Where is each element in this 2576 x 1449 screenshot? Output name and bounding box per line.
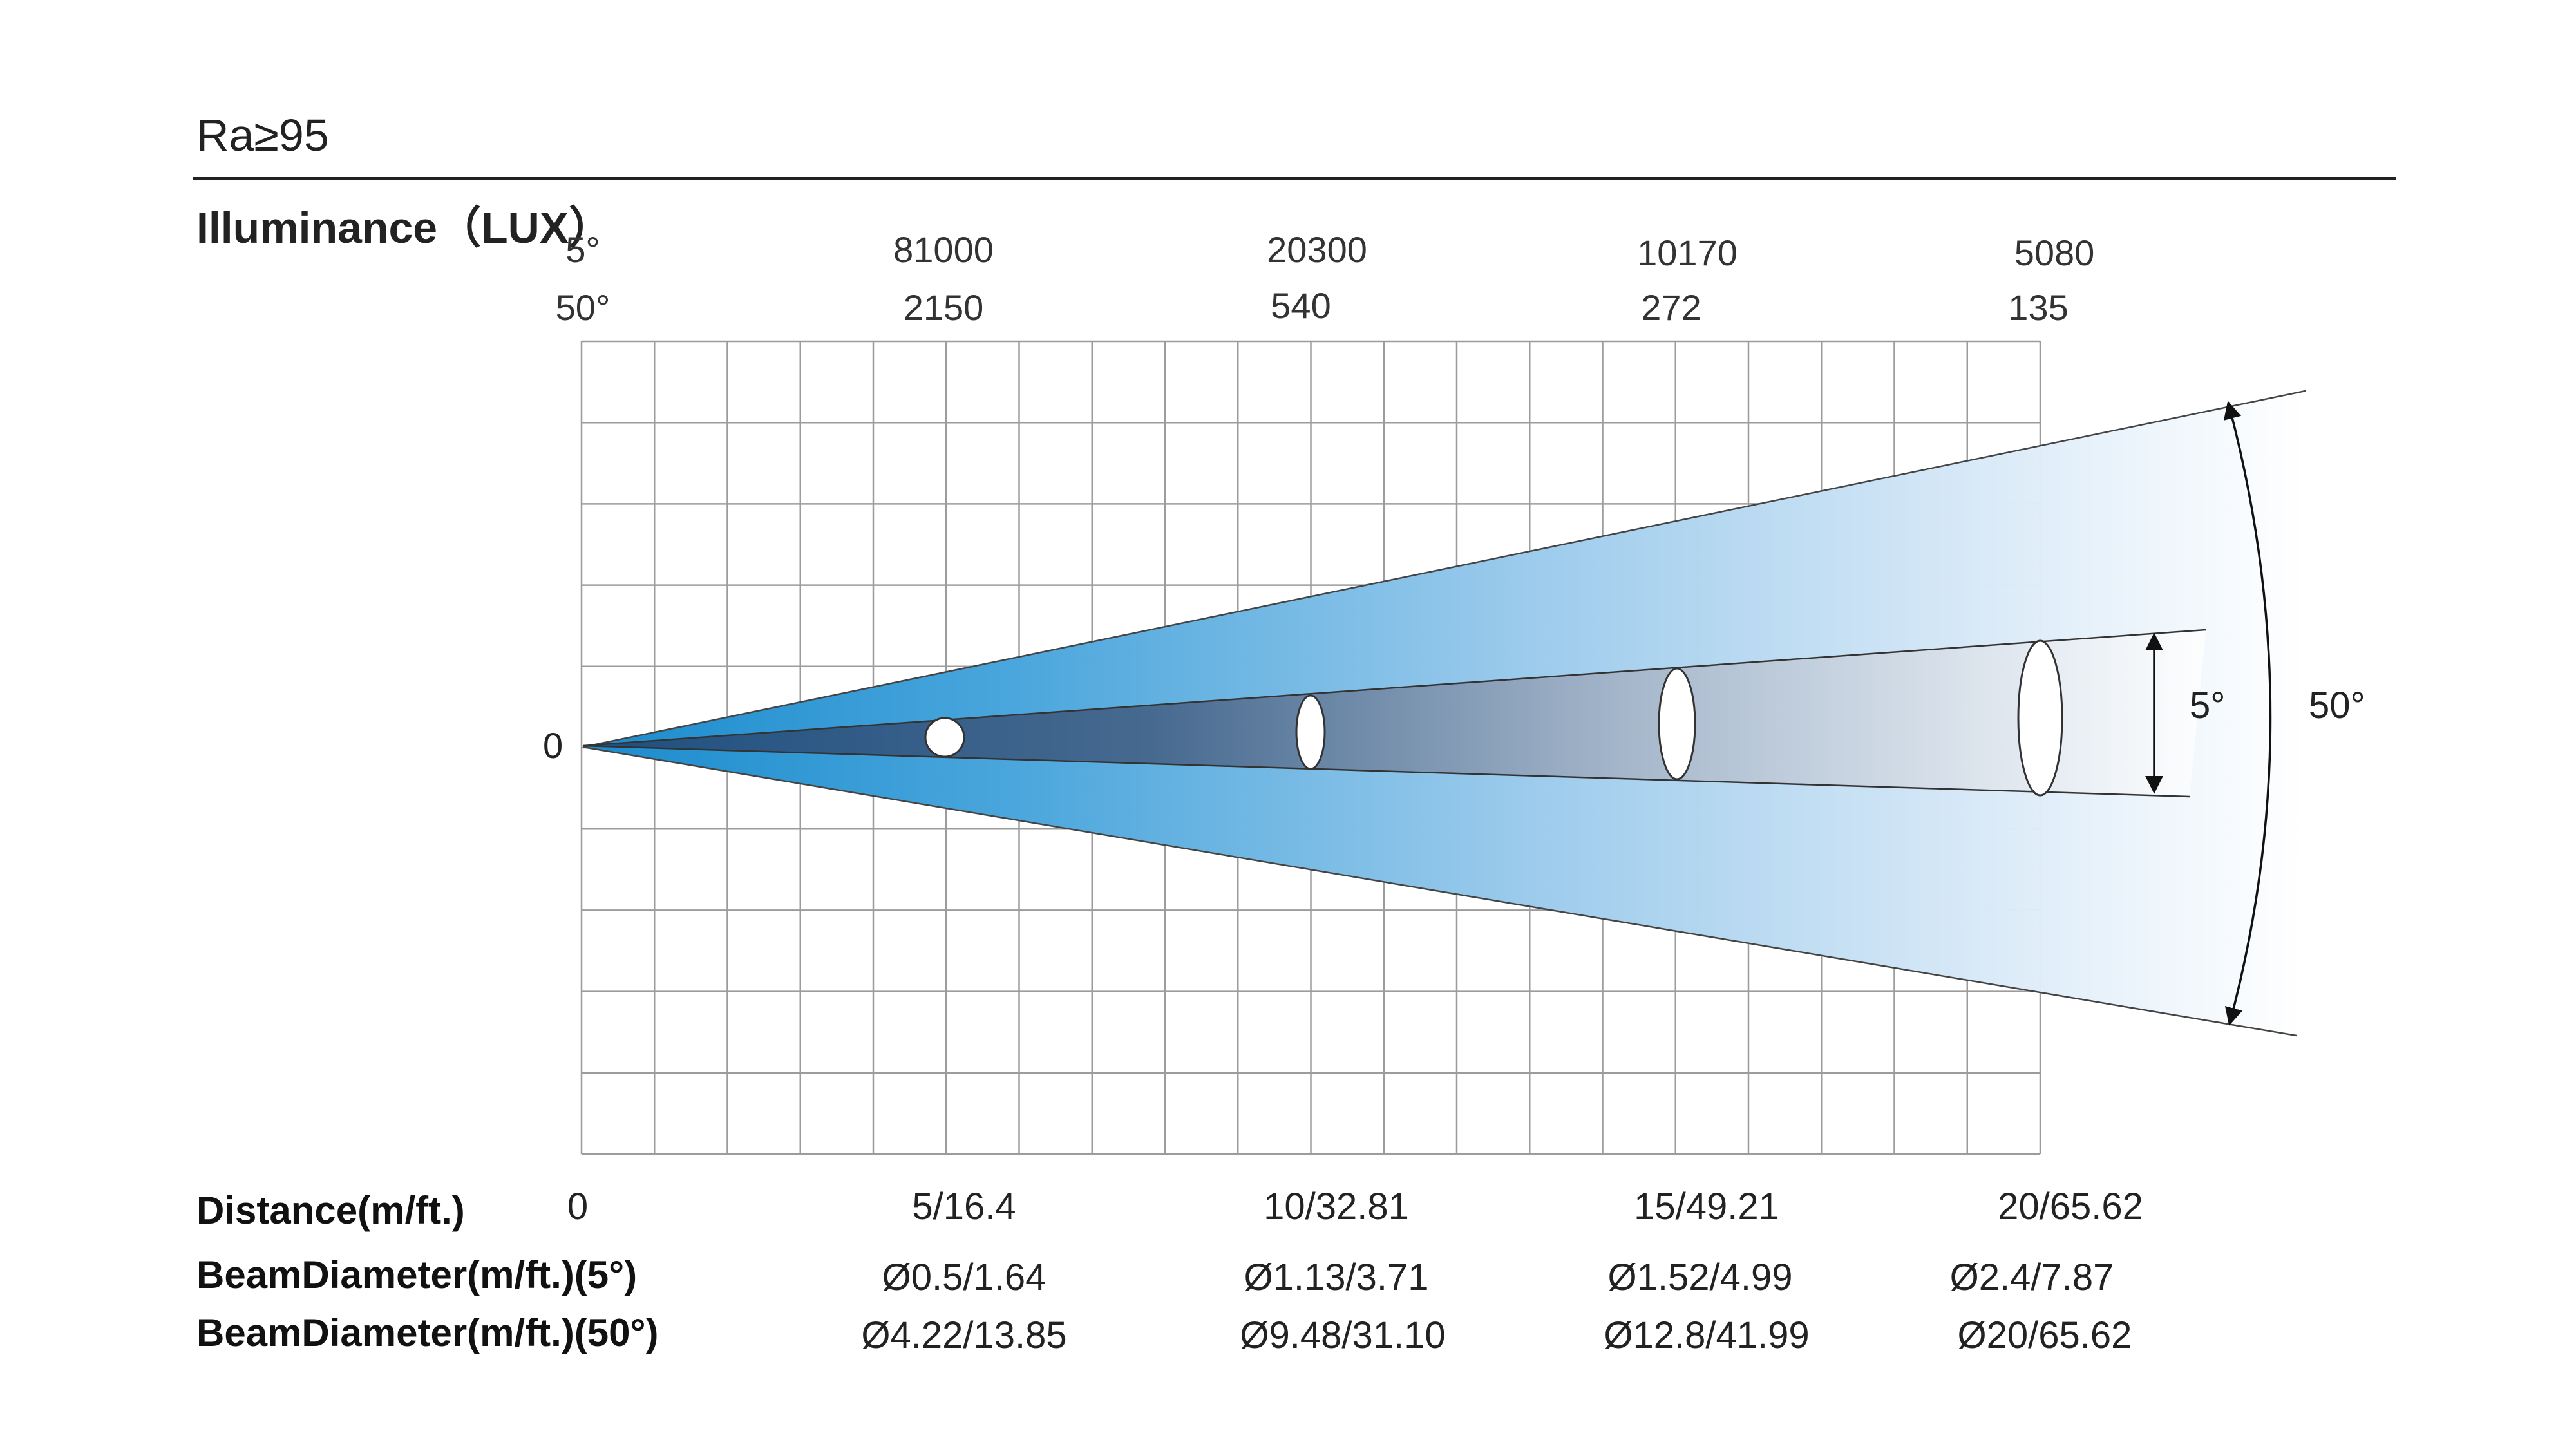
illuminance-label: Illuminance（LUX）: [196, 204, 613, 252]
header-divider: [193, 177, 2396, 180]
narrow-beam-upper-edge: [582, 629, 2206, 747]
beam5-15m: Ø1.52/4.99: [1607, 1256, 1793, 1298]
beam-spot-5m: [924, 717, 965, 758]
distance-5: 5/16.4: [912, 1186, 1016, 1227]
beam-spot-20m: [2017, 639, 2063, 797]
beam-spot-15m: [1658, 667, 1696, 781]
beam50-20m: Ø20/65.62: [1957, 1314, 2132, 1356]
ra-label: Ra≥95: [196, 110, 329, 160]
wide-beam-lower-edge: [582, 746, 2297, 1037]
narrow-angle-header: 5°: [565, 229, 600, 270]
wide-beam-upper-edge: [582, 390, 2306, 748]
origin-label: 0: [543, 725, 563, 766]
wide-angle-header: 50°: [555, 287, 611, 328]
lux-narrow-15m: 10170: [1637, 232, 1738, 273]
narrow-angle-label: 5°: [2190, 685, 2225, 726]
beam50-15m: Ø12.8/41.99: [1604, 1314, 1810, 1356]
lux-narrow-10m: 20300: [1267, 229, 1367, 270]
beam50-label: BeamDiameter(m/ft.)(50°): [196, 1311, 659, 1354]
distance-10: 10/32.81: [1264, 1186, 1409, 1227]
lux-wide-10m: 540: [1271, 285, 1331, 326]
beam50-10m: Ø9.48/31.10: [1240, 1314, 1446, 1356]
distance-0: 0: [567, 1186, 589, 1227]
lux-wide-20m: 135: [2008, 287, 2069, 328]
narrow-beam-lower-edge: [582, 744, 2190, 798]
beam5-10m: Ø1.13/3.71: [1244, 1256, 1429, 1298]
distance-20: 20/65.62: [1998, 1186, 2143, 1227]
wide-angle-label: 50°: [2309, 685, 2365, 726]
lux-narrow-20m: 5080: [2014, 232, 2095, 273]
lux-narrow-5m: 81000: [893, 229, 994, 270]
beam5-label: BeamDiameter(m/ft.)(5°): [196, 1253, 638, 1296]
lux-wide-15m: 272: [1641, 287, 1701, 328]
beam-spot-10m: [1295, 694, 1326, 770]
beam50-5m: Ø4.22/13.85: [861, 1314, 1067, 1356]
beam5-5m: Ø0.5/1.64: [882, 1256, 1046, 1298]
wide-angle-arrow: [2223, 401, 2272, 1026]
lux-wide-5m: 2150: [903, 287, 984, 328]
narrow-beam-cone: [583, 630, 2206, 797]
distance-label: Distance(m/ft.): [196, 1189, 465, 1232]
beam5-20m: Ø2.4/7.87: [1949, 1256, 2114, 1298]
distance-15: 15/49.21: [1634, 1186, 1779, 1227]
